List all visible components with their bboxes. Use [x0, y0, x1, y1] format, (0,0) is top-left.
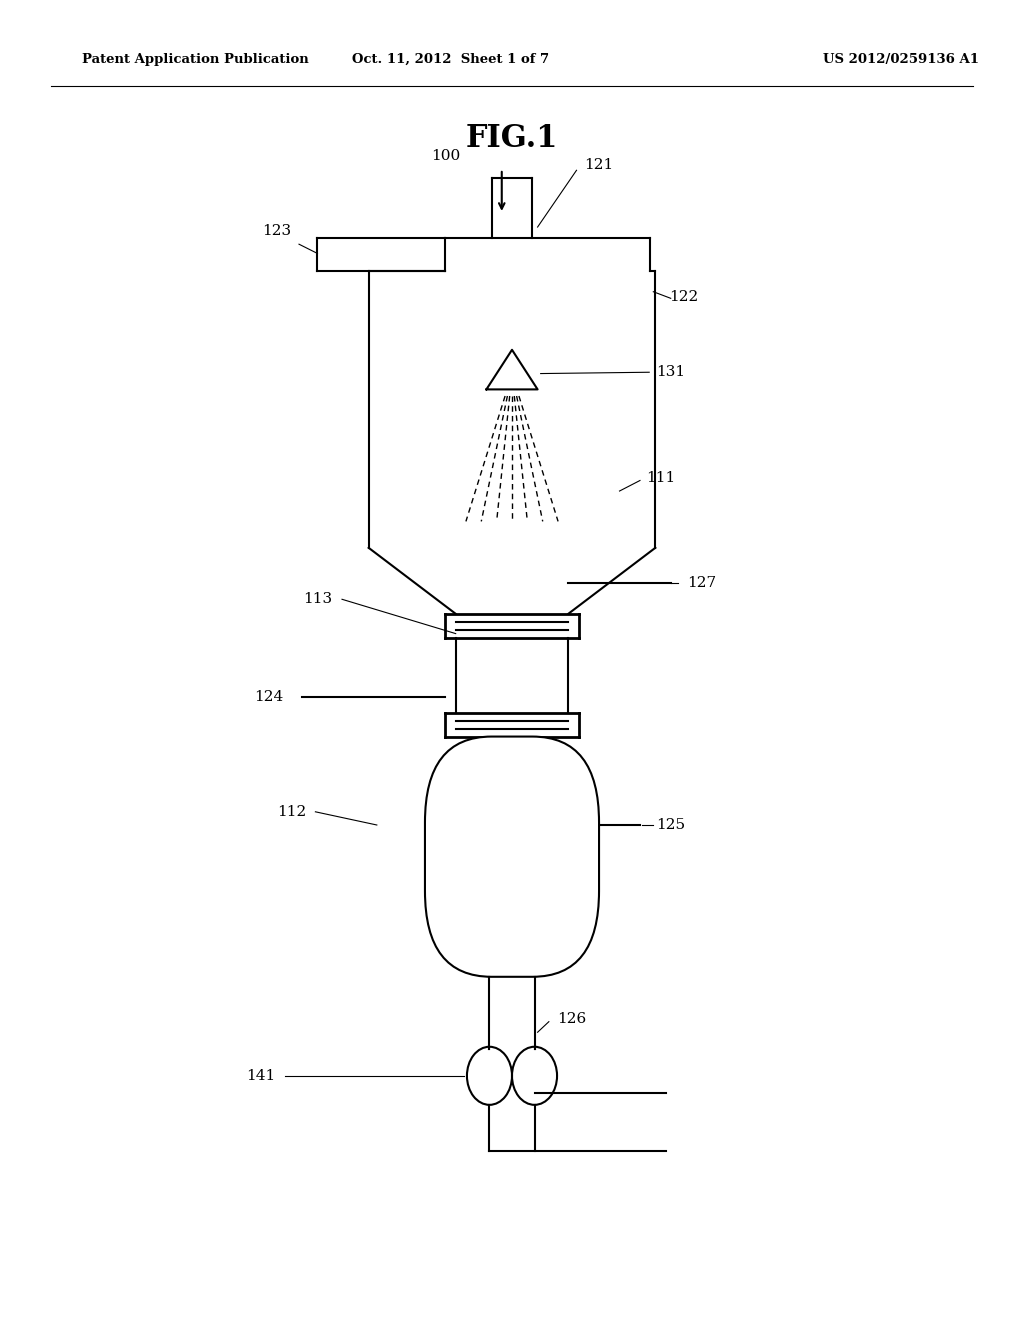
Text: 121: 121	[585, 158, 613, 172]
Text: Oct. 11, 2012  Sheet 1 of 7: Oct. 11, 2012 Sheet 1 of 7	[352, 53, 549, 66]
Text: 123: 123	[262, 224, 291, 238]
Text: 100: 100	[431, 149, 460, 162]
Text: 112: 112	[278, 805, 306, 818]
Text: Patent Application Publication: Patent Application Publication	[82, 53, 308, 66]
Text: 125: 125	[656, 818, 685, 832]
FancyBboxPatch shape	[425, 737, 599, 977]
Text: 122: 122	[670, 290, 698, 304]
Text: 113: 113	[303, 593, 332, 606]
Text: 126: 126	[557, 1012, 586, 1026]
Text: 141: 141	[247, 1069, 275, 1082]
Text: FIG.1: FIG.1	[466, 123, 558, 154]
Text: US 2012/0259136 A1: US 2012/0259136 A1	[823, 53, 979, 66]
Text: 131: 131	[656, 366, 685, 379]
Text: 111: 111	[646, 471, 675, 484]
Text: 124: 124	[254, 690, 283, 704]
Text: 127: 127	[687, 577, 716, 590]
